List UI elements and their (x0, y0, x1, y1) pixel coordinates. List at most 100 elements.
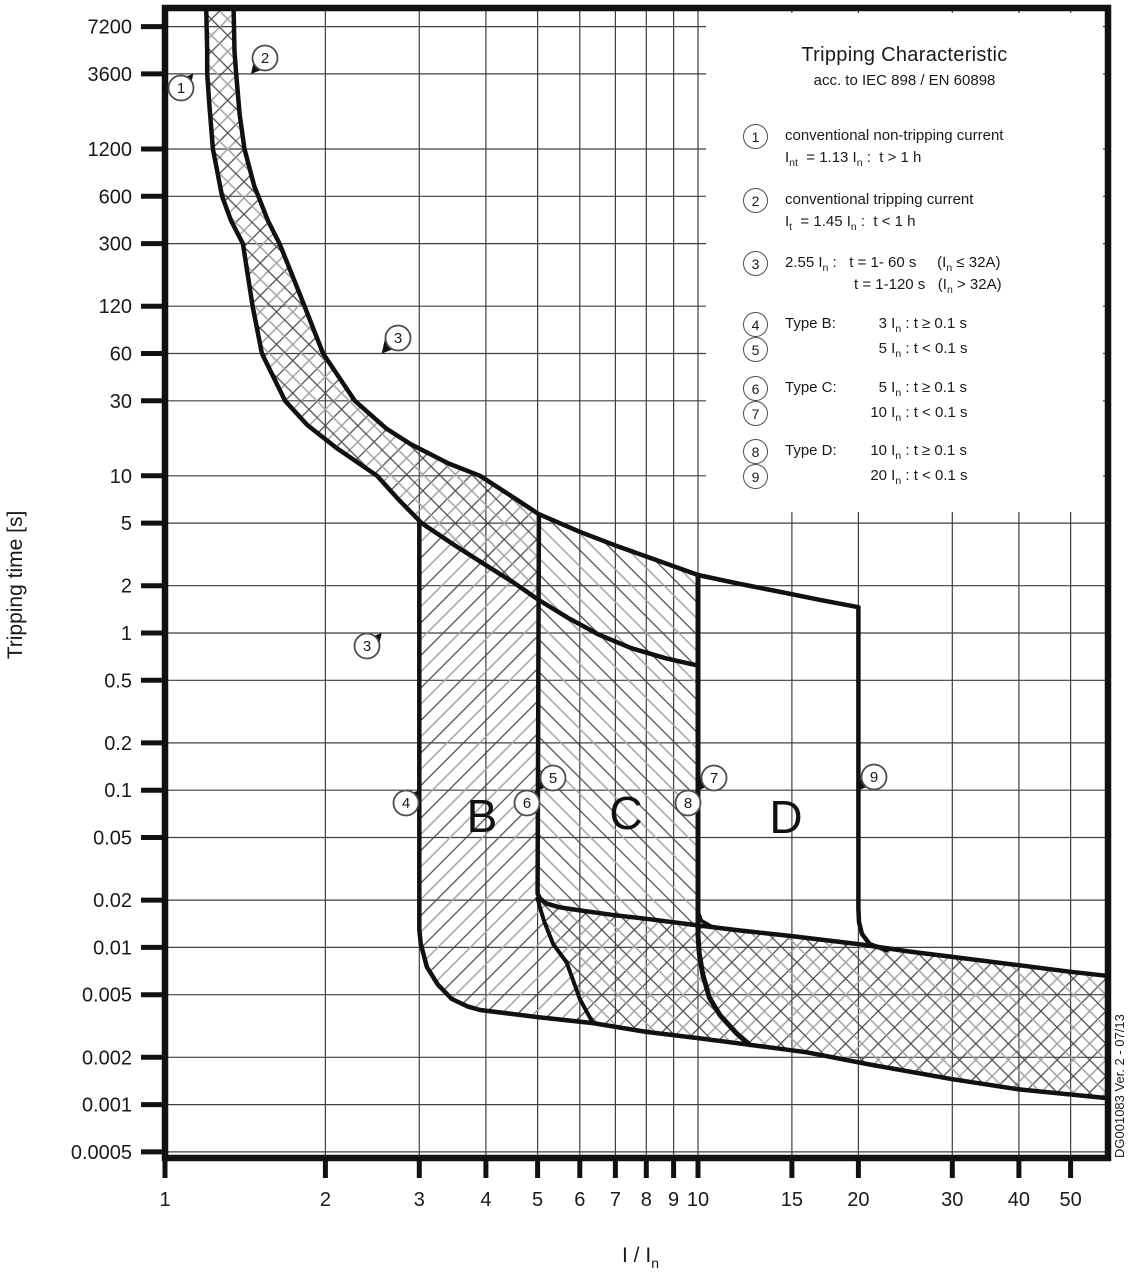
x-tick-label: 1 (159, 1189, 170, 1211)
legend-number-badge: 4 (743, 312, 768, 337)
legend-item-2: 2 conventional tripping current It = 1.45 … (706, 188, 1103, 235)
legend-item-5: 5 5 In : t < 0.1 s (706, 337, 1103, 362)
x-tick-label: 8 (641, 1189, 652, 1211)
legend-panel: Tripping Characteristic acc. to IEC 898 … (706, 13, 1103, 489)
y-tick-label: 0.02 (93, 890, 132, 912)
y-tick-label: 0.5 (104, 670, 132, 692)
marker-number: 4 (402, 795, 410, 812)
y-tick-label: 3600 (88, 64, 133, 86)
legend-item-8: 8 Type D: 10 In : t ≥ 0.1 s (706, 439, 1103, 464)
x-tick-label: 2 (320, 1189, 331, 1211)
y-tick-label: 600 (99, 186, 132, 208)
y-tick-label: 1 (121, 623, 132, 645)
limit-3In-and-minimum-line (417, 520, 1110, 1101)
type-c-lower-sweep (535, 896, 595, 1026)
thermal-band (206, 8, 539, 601)
y-tick-label: 0.0005 (71, 1142, 132, 1164)
marker-circle (353, 632, 381, 660)
legend-number-badge: 7 (743, 401, 768, 426)
marker-circle (674, 789, 702, 817)
legend-number-badge: 1 (743, 124, 768, 149)
legend-item-3: 3 2.55 In : t = 1- 60 s (In ≤ 32A) t = 1-1… (706, 251, 1103, 298)
marker-circle (513, 789, 541, 817)
marker-circle (700, 764, 728, 792)
y-tick-label: 0.2 (104, 733, 132, 755)
magnetic-band (537, 898, 1108, 1099)
region-fills (206, 8, 1108, 1099)
legend-number-badge: 2 (743, 188, 768, 213)
limit-20In (856, 604, 889, 953)
legend-number-badge: 5 (743, 337, 768, 362)
thermal-lower-1.13In (203, 6, 701, 668)
plot-border (161, 4, 1112, 1162)
marker-circle (539, 764, 567, 792)
legend-item-6: 6 Type C: 5 In : t ≥ 0.1 s (706, 376, 1103, 401)
x-tick-label: 7 (610, 1189, 621, 1211)
marker-circle (167, 74, 195, 102)
y-tick-label: 0.01 (93, 937, 132, 959)
y-tick-label: 300 (99, 234, 132, 256)
legend-number-badge: 3 (743, 251, 768, 276)
y-axis-title: Tripping time [s] (4, 511, 27, 660)
legend-item-text: 10 In : t < 0.1 s (870, 404, 968, 424)
marker-number: 1 (177, 80, 185, 97)
y-tick-label: 0.001 (82, 1095, 132, 1117)
boundary-curves (203, 6, 1110, 1101)
x-tick-label: 10 (687, 1189, 709, 1211)
marker-circle (384, 324, 412, 352)
legend-number-badge: 8 (743, 439, 768, 464)
y-tick-label: 60 (110, 344, 132, 366)
x-tick-label: 3 (414, 1189, 425, 1211)
type-b-region (419, 523, 593, 1024)
x-tick-label: 6 (574, 1189, 585, 1211)
legend-number-badge: 9 (743, 464, 768, 489)
y-tick-label: 0.002 (82, 1047, 132, 1069)
x-axis-title: I / In (622, 1244, 659, 1271)
marker-number: 5 (549, 770, 557, 787)
limit-10In-and-d-sweep (695, 572, 753, 1048)
legend-item-text: 5 In : t < 0.1 s (878, 340, 968, 360)
limit-10In-fillet (696, 909, 729, 931)
legend-item-text: conventional non-tripping current Int = 1… (785, 127, 1004, 169)
marker-circle (392, 789, 420, 817)
legend-item-text: Type C: 5 In : t ≥ 0.1 s (785, 379, 967, 399)
legend-item-text: Type B: 3 In : t ≥ 0.1 s (785, 315, 967, 335)
y-tick-label: 30 (110, 391, 132, 413)
x-tick-label: 20 (847, 1189, 869, 1211)
legend-number-badge: 6 (743, 376, 768, 401)
x-tick-label: 30 (941, 1189, 963, 1211)
chart-subtitle: acc. to IEC 898 / EN 60898 (813, 72, 996, 89)
legend-item-text: 20 In : t < 0.1 s (870, 467, 968, 487)
x-tick-label: 40 (1008, 1189, 1030, 1211)
region-label-B: B (467, 790, 498, 842)
y-tick-label: 0.1 (104, 780, 132, 802)
x-tick-label: 50 (1059, 1189, 1081, 1211)
legend-item-4: 4 Type B: 3 In : t ≥ 0.1 s (706, 312, 1103, 337)
type-c-region (537, 514, 698, 926)
chart-title: Tripping Characteristic (801, 44, 1008, 66)
y-tick-label: 5 (121, 513, 132, 535)
legend-item-9: 9 20 In : t < 0.1 s (706, 464, 1103, 489)
y-tick-label: 0.005 (82, 985, 132, 1007)
marker-number: 6 (523, 795, 531, 812)
y-tick-label: 0.05 (93, 828, 132, 850)
marker-number: 7 (710, 770, 718, 787)
y-tick-label: 120 (99, 296, 132, 318)
marker-number: 9 (870, 769, 878, 786)
axis-ticks: 1 2 3 4 5 6 7 8 9 10 15 20 30 40 507200360012006003001… (71, 17, 1082, 1211)
x-tick-label: 4 (480, 1189, 491, 1211)
y-tick-label: 2 (121, 576, 132, 598)
legend-item-text: conventional tripping current It = 1.45 I… (785, 191, 974, 233)
marker-number: 3 (363, 638, 371, 655)
legend-rows: 1 conventional non-tripping current Int = … (706, 124, 1103, 489)
region-label-D: D (769, 791, 802, 843)
marker-circle (251, 44, 279, 72)
x-tick-label: 15 (781, 1189, 803, 1211)
x-tick-label: 9 (668, 1189, 679, 1211)
marker-number: 3 (394, 330, 402, 347)
y-tick-label: 10 (110, 466, 132, 488)
y-tick-label: 7200 (88, 17, 133, 39)
region-label-C: C (609, 787, 642, 839)
